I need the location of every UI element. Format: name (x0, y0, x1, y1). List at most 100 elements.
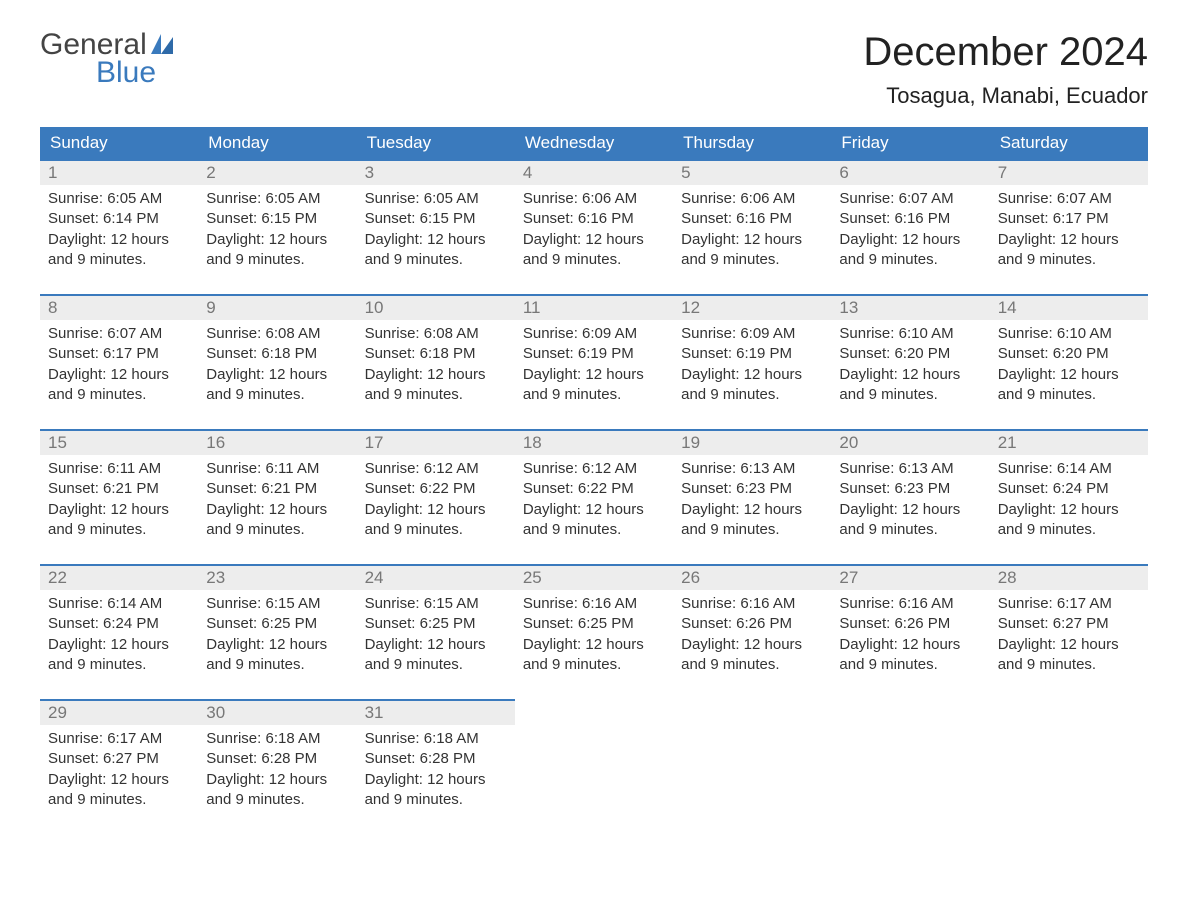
day-sunset: Sunset: 6:17 PM (998, 209, 1140, 229)
day-d2: and 9 minutes. (523, 385, 665, 405)
day-body: Sunrise: 6:16 AMSunset: 6:26 PMDaylight:… (831, 590, 989, 699)
day-number: 28 (990, 566, 1148, 590)
day-cell: 28Sunrise: 6:17 AMSunset: 6:27 PMDayligh… (990, 565, 1148, 700)
day-d2: and 9 minutes. (523, 655, 665, 675)
week-row: 29Sunrise: 6:17 AMSunset: 6:27 PMDayligh… (40, 700, 1148, 834)
day-body: Sunrise: 6:17 AMSunset: 6:27 PMDaylight:… (40, 725, 198, 834)
day-cell: 15Sunrise: 6:11 AMSunset: 6:21 PMDayligh… (40, 430, 198, 565)
day-cell: 29Sunrise: 6:17 AMSunset: 6:27 PMDayligh… (40, 700, 198, 834)
day-sunset: Sunset: 6:16 PM (839, 209, 981, 229)
day-sunrise: Sunrise: 6:07 AM (839, 189, 981, 209)
day-number: 16 (198, 431, 356, 455)
day-number: 8 (40, 296, 198, 320)
day-sunrise: Sunrise: 6:16 AM (681, 594, 823, 614)
day-body: Sunrise: 6:09 AMSunset: 6:19 PMDaylight:… (515, 320, 673, 429)
day-d1: Daylight: 12 hours (365, 230, 507, 250)
day-sunset: Sunset: 6:18 PM (365, 344, 507, 364)
day-body: Sunrise: 6:06 AMSunset: 6:16 PMDaylight:… (515, 185, 673, 294)
day-d1: Daylight: 12 hours (523, 365, 665, 385)
day-d1: Daylight: 12 hours (839, 365, 981, 385)
day-number: 15 (40, 431, 198, 455)
day-body: Sunrise: 6:05 AMSunset: 6:14 PMDaylight:… (40, 185, 198, 294)
day-cell: 6Sunrise: 6:07 AMSunset: 6:16 PMDaylight… (831, 160, 989, 295)
day-cell: 14Sunrise: 6:10 AMSunset: 6:20 PMDayligh… (990, 295, 1148, 430)
day-sunset: Sunset: 6:21 PM (206, 479, 348, 499)
day-d2: and 9 minutes. (839, 520, 981, 540)
day-sunset: Sunset: 6:28 PM (365, 749, 507, 769)
day-sunset: Sunset: 6:19 PM (523, 344, 665, 364)
day-d1: Daylight: 12 hours (998, 635, 1140, 655)
day-sunset: Sunset: 6:21 PM (48, 479, 190, 499)
day-d2: and 9 minutes. (365, 385, 507, 405)
weekday-header-row: Sunday Monday Tuesday Wednesday Thursday… (40, 127, 1148, 160)
day-d1: Daylight: 12 hours (523, 230, 665, 250)
day-body: Sunrise: 6:05 AMSunset: 6:15 PMDaylight:… (357, 185, 515, 294)
day-cell (831, 700, 989, 834)
day-number: 31 (357, 701, 515, 725)
week-row: 8Sunrise: 6:07 AMSunset: 6:17 PMDaylight… (40, 295, 1148, 430)
day-sunrise: Sunrise: 6:09 AM (681, 324, 823, 344)
day-d2: and 9 minutes. (365, 250, 507, 270)
day-d2: and 9 minutes. (839, 385, 981, 405)
weekday-header: Thursday (673, 127, 831, 160)
day-cell (990, 700, 1148, 834)
day-d2: and 9 minutes. (839, 250, 981, 270)
day-cell: 10Sunrise: 6:08 AMSunset: 6:18 PMDayligh… (357, 295, 515, 430)
day-sunset: Sunset: 6:25 PM (523, 614, 665, 634)
day-d1: Daylight: 12 hours (998, 365, 1140, 385)
day-number: 2 (198, 161, 356, 185)
day-number: 20 (831, 431, 989, 455)
day-cell: 30Sunrise: 6:18 AMSunset: 6:28 PMDayligh… (198, 700, 356, 834)
day-sunrise: Sunrise: 6:06 AM (523, 189, 665, 209)
day-cell: 13Sunrise: 6:10 AMSunset: 6:20 PMDayligh… (831, 295, 989, 430)
day-sunset: Sunset: 6:24 PM (998, 479, 1140, 499)
day-number: 21 (990, 431, 1148, 455)
day-body: Sunrise: 6:16 AMSunset: 6:26 PMDaylight:… (673, 590, 831, 699)
day-sunset: Sunset: 6:22 PM (523, 479, 665, 499)
day-d2: and 9 minutes. (998, 520, 1140, 540)
day-sunset: Sunset: 6:25 PM (365, 614, 507, 634)
day-sunset: Sunset: 6:23 PM (839, 479, 981, 499)
day-cell: 16Sunrise: 6:11 AMSunset: 6:21 PMDayligh… (198, 430, 356, 565)
day-d1: Daylight: 12 hours (206, 365, 348, 385)
day-body: Sunrise: 6:11 AMSunset: 6:21 PMDaylight:… (198, 455, 356, 564)
day-number: 3 (357, 161, 515, 185)
day-d1: Daylight: 12 hours (206, 500, 348, 520)
day-cell: 25Sunrise: 6:16 AMSunset: 6:25 PMDayligh… (515, 565, 673, 700)
day-body: Sunrise: 6:16 AMSunset: 6:25 PMDaylight:… (515, 590, 673, 699)
weekday-header: Tuesday (357, 127, 515, 160)
day-body: Sunrise: 6:12 AMSunset: 6:22 PMDaylight:… (357, 455, 515, 564)
day-d1: Daylight: 12 hours (681, 500, 823, 520)
day-sunrise: Sunrise: 6:13 AM (681, 459, 823, 479)
day-cell: 24Sunrise: 6:15 AMSunset: 6:25 PMDayligh… (357, 565, 515, 700)
day-d1: Daylight: 12 hours (998, 500, 1140, 520)
day-cell: 11Sunrise: 6:09 AMSunset: 6:19 PMDayligh… (515, 295, 673, 430)
day-body: Sunrise: 6:10 AMSunset: 6:20 PMDaylight:… (990, 320, 1148, 429)
day-number: 26 (673, 566, 831, 590)
day-cell: 21Sunrise: 6:14 AMSunset: 6:24 PMDayligh… (990, 430, 1148, 565)
day-sunset: Sunset: 6:22 PM (365, 479, 507, 499)
day-sunrise: Sunrise: 6:09 AM (523, 324, 665, 344)
day-d1: Daylight: 12 hours (998, 230, 1140, 250)
day-body: Sunrise: 6:08 AMSunset: 6:18 PMDaylight:… (357, 320, 515, 429)
day-cell: 18Sunrise: 6:12 AMSunset: 6:22 PMDayligh… (515, 430, 673, 565)
day-sunset: Sunset: 6:25 PM (206, 614, 348, 634)
day-d1: Daylight: 12 hours (839, 230, 981, 250)
day-sunrise: Sunrise: 6:10 AM (839, 324, 981, 344)
day-sunrise: Sunrise: 6:17 AM (998, 594, 1140, 614)
day-d1: Daylight: 12 hours (206, 230, 348, 250)
day-number: 10 (357, 296, 515, 320)
day-cell: 31Sunrise: 6:18 AMSunset: 6:28 PMDayligh… (357, 700, 515, 834)
day-sunrise: Sunrise: 6:12 AM (523, 459, 665, 479)
day-body: Sunrise: 6:14 AMSunset: 6:24 PMDaylight:… (40, 590, 198, 699)
day-d1: Daylight: 12 hours (206, 635, 348, 655)
day-number: 23 (198, 566, 356, 590)
day-d1: Daylight: 12 hours (365, 770, 507, 790)
day-sunrise: Sunrise: 6:11 AM (206, 459, 348, 479)
weekday-header: Sunday (40, 127, 198, 160)
day-d2: and 9 minutes. (206, 250, 348, 270)
day-d2: and 9 minutes. (48, 250, 190, 270)
day-d2: and 9 minutes. (523, 520, 665, 540)
weekday-header: Wednesday (515, 127, 673, 160)
day-number: 30 (198, 701, 356, 725)
